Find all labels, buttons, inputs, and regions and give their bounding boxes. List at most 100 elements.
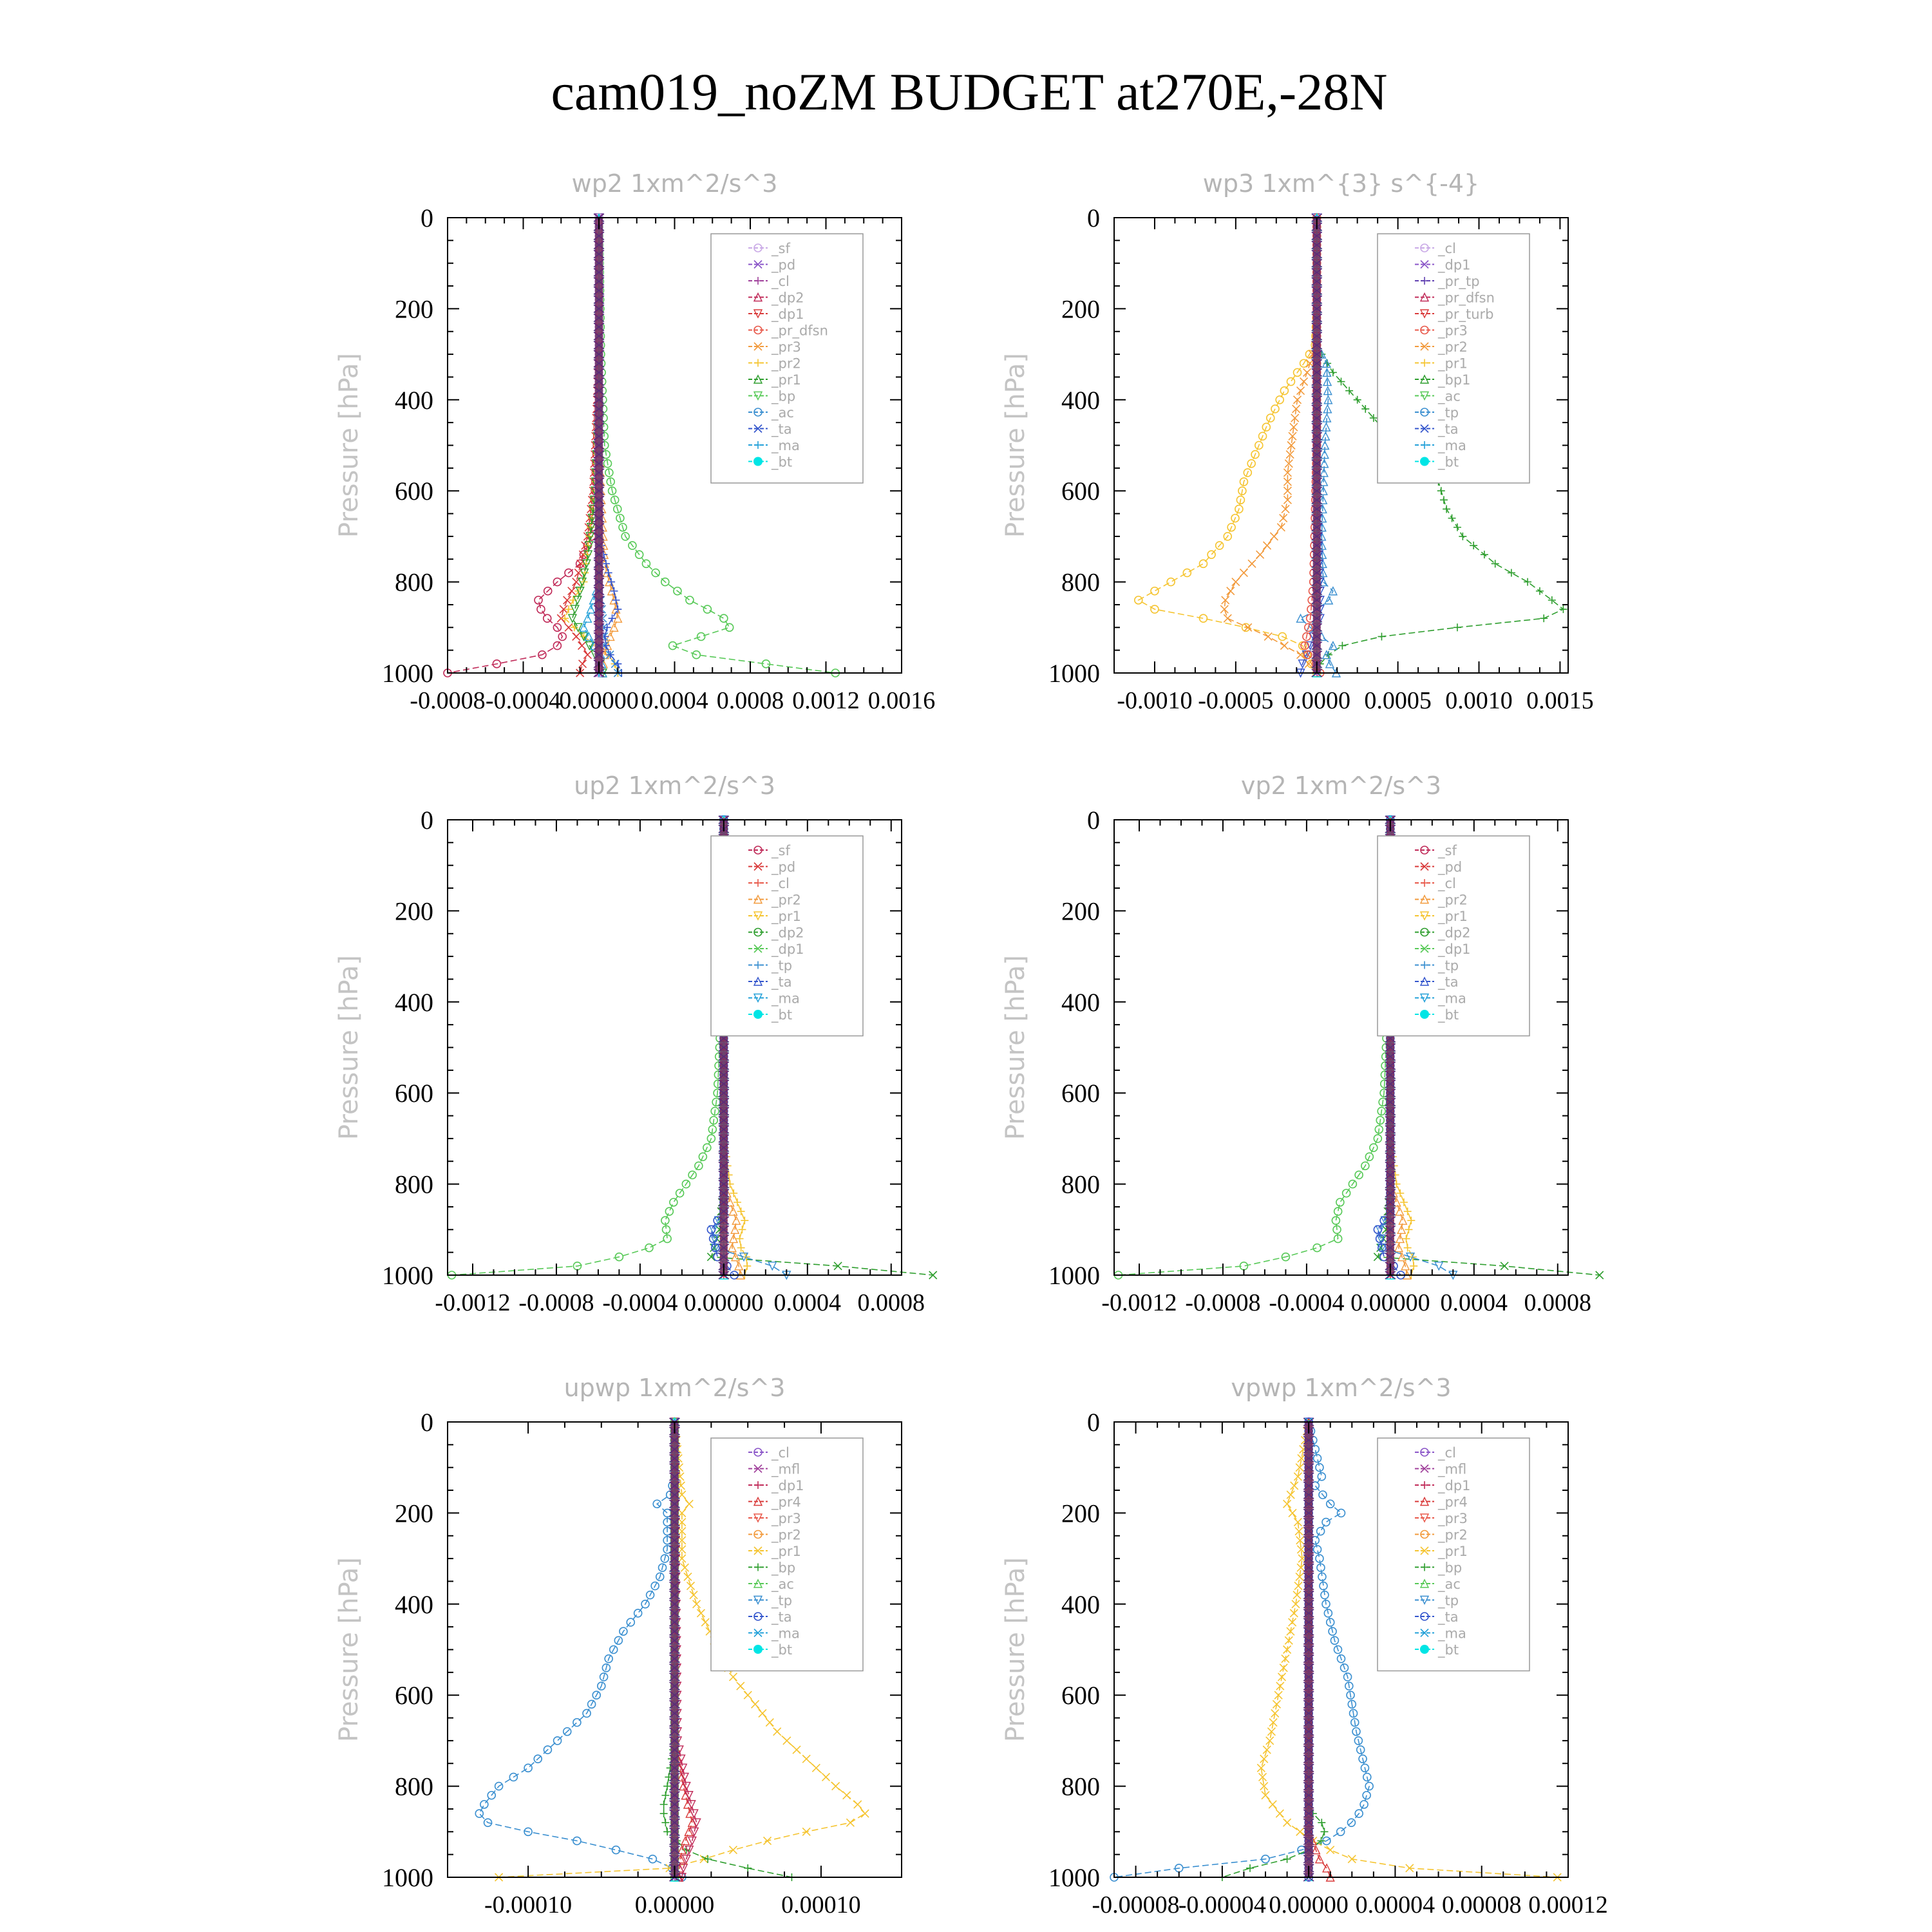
series-point: [842, 1791, 851, 1800]
series-point: [1321, 1600, 1331, 1609]
y-tick-label: 1000: [1048, 1863, 1100, 1892]
zero-bundle-marker: [1303, 1481, 1314, 1490]
x-tick-label: 0.0000: [1283, 687, 1350, 714]
series-point: [621, 532, 630, 541]
series-point: [1269, 1718, 1278, 1727]
zero-bundle-marker: [1311, 231, 1323, 240]
series-point: [1491, 560, 1499, 568]
zero-bundle-marker: [1311, 587, 1323, 596]
series-point: [1322, 413, 1332, 422]
series-point: [692, 650, 701, 659]
zero-bundle-marker: [593, 395, 605, 404]
series-point: [582, 1709, 591, 1718]
y-tick-label: 0: [421, 806, 433, 835]
series-point: [1500, 1262, 1509, 1271]
series-point: [728, 1672, 738, 1681]
zero-bundle-marker: [1385, 1043, 1396, 1052]
series-point: [1289, 1609, 1298, 1618]
legend-point: [753, 1464, 762, 1473]
zero-bundle-marker: [669, 1609, 680, 1618]
series-point: [1434, 1262, 1444, 1271]
zero-bundle-marker: [1385, 1161, 1396, 1170]
series-point: [1318, 1819, 1326, 1827]
series-point: [1269, 532, 1278, 541]
series-point: [608, 614, 616, 623]
zero-bundle-marker: [1385, 1216, 1396, 1225]
series-point: [1397, 1252, 1407, 1262]
x-tick-label: 0.00000: [1269, 1891, 1349, 1918]
zero-bundle-marker: [593, 304, 605, 313]
legend-label: _bt: [1437, 455, 1459, 471]
zero-bundle-marker: [718, 1070, 730, 1079]
zero-bundle-marker: [1311, 486, 1323, 495]
x-tick-label: 0.0005: [1364, 687, 1432, 714]
series-point: [677, 1490, 687, 1499]
series-point: [1198, 559, 1208, 569]
series-point: [1289, 422, 1298, 431]
series-point: [1321, 1863, 1332, 1873]
legend-point: [753, 862, 762, 871]
series-point: [641, 1600, 650, 1609]
legend-marker: [1420, 457, 1429, 466]
series-point: [1283, 495, 1292, 504]
series-point: [1320, 1828, 1329, 1836]
series-point: [1227, 522, 1236, 532]
y-tick-label: 800: [395, 1772, 433, 1801]
legend-label: _dp1: [1437, 1478, 1471, 1494]
series-line: [1118, 820, 1391, 1276]
zero-bundle-marker: [1303, 1627, 1314, 1636]
series-point: [1410, 1262, 1418, 1270]
legend-label: _tp: [771, 1593, 792, 1609]
series-point: [567, 587, 576, 596]
zero-bundle-marker: [1385, 1116, 1396, 1125]
zero-bundle-marker: [1311, 559, 1323, 568]
series-point: [1264, 632, 1273, 641]
series-point: [651, 568, 660, 578]
zero-bundle-marker: [1311, 440, 1323, 450]
series-point: [641, 559, 651, 569]
legend-label: _dp1: [771, 942, 804, 958]
series-point: [1330, 1636, 1340, 1645]
x-tick-label: -0.00010: [484, 1891, 572, 1918]
legend-label: _bt: [771, 1007, 792, 1023]
series-point: [1296, 1827, 1305, 1836]
legend-label: _pr2: [1437, 893, 1468, 909]
series-point: [1331, 1216, 1341, 1225]
legend-point: [1420, 243, 1429, 252]
zero-bundle-marker: [1303, 1736, 1314, 1745]
zero-bundle-marker: [718, 1052, 730, 1061]
zero-bundle-marker: [593, 504, 605, 514]
legend-label: _ta: [771, 974, 792, 990]
series-point: [684, 1791, 694, 1801]
series-point: [1337, 377, 1345, 386]
series-point: [1292, 404, 1301, 413]
zero-bundle-marker: [718, 1243, 730, 1253]
series-point: [607, 486, 617, 496]
series-point: [706, 1134, 716, 1143]
series-point: [1260, 1754, 1269, 1763]
x-tick-label: 0.0015: [1526, 687, 1594, 714]
legend-label: _pr2: [771, 1528, 801, 1544]
series-point: [1453, 523, 1461, 531]
legend-label: _cl: [771, 274, 790, 290]
zero-bundle-marker: [669, 1490, 680, 1499]
zero-bundle-marker: [669, 1827, 680, 1836]
zero-bundle-marker: [1311, 623, 1323, 632]
series-dp2: [443, 213, 603, 677]
series-point: [706, 1225, 716, 1235]
zero-bundle-marker: [593, 486, 605, 495]
zero-bundle-marker: [593, 523, 605, 532]
legend-label: _ta: [1437, 974, 1459, 990]
legend-label: _mfl: [1437, 1462, 1466, 1478]
series-line: [451, 820, 724, 1276]
zero-bundle-marker: [593, 632, 605, 641]
series-point: [1299, 359, 1309, 368]
x-tick-label: -0.0008: [410, 687, 485, 714]
x-tick-label: 0.0012: [792, 687, 860, 714]
zero-bundle-marker: [1385, 1088, 1396, 1097]
series-point: [1403, 1244, 1412, 1252]
series-point: [1398, 1215, 1408, 1225]
series-point: [1281, 1252, 1291, 1262]
x-tick-label: 0.0008: [1524, 1289, 1592, 1316]
y-tick-label: 400: [395, 386, 433, 415]
